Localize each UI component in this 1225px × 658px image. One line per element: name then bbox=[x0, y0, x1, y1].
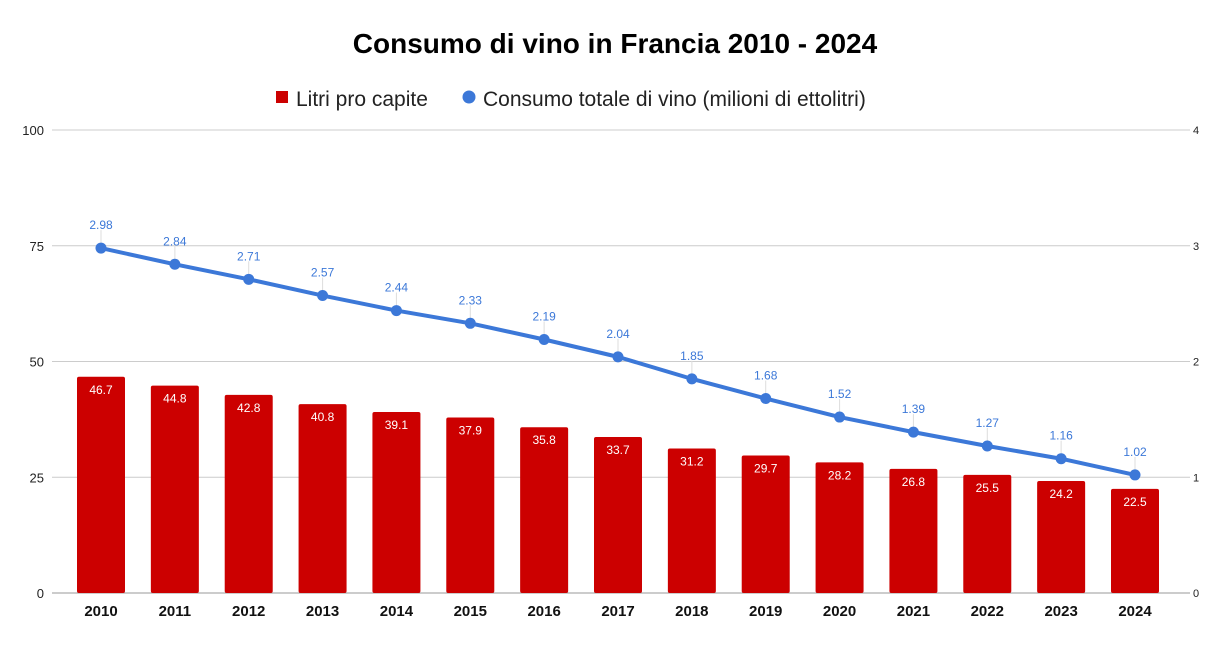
bar-data-label: 31.2 bbox=[680, 455, 704, 469]
bar bbox=[150, 385, 199, 593]
line-point bbox=[612, 351, 624, 363]
line-point bbox=[464, 317, 476, 329]
x-axis-tick-label: 2021 bbox=[897, 603, 930, 620]
right-axis-tick-label: 3 bbox=[1193, 241, 1199, 253]
line-point bbox=[317, 290, 329, 302]
point-data-label: 2.44 bbox=[385, 281, 409, 295]
point-data-label: 2.71 bbox=[237, 249, 261, 263]
line-point bbox=[95, 242, 107, 254]
bar-data-label: 24.2 bbox=[1049, 487, 1073, 501]
point-data-label: 2.04 bbox=[606, 327, 630, 341]
chart-title: Consumo di vino in Francia 2010 - 2024 bbox=[353, 28, 878, 59]
bar bbox=[667, 448, 716, 593]
legend-label-bars: Litri pro capite bbox=[296, 88, 428, 111]
bar bbox=[741, 455, 790, 593]
left-axis-tick-label: 0 bbox=[37, 586, 44, 601]
x-axis-tick-label: 2011 bbox=[159, 603, 192, 620]
line-point bbox=[907, 426, 919, 438]
left-axis-tick-label: 25 bbox=[30, 470, 44, 485]
bar bbox=[1111, 488, 1159, 593]
bar-data-label: 29.7 bbox=[754, 461, 778, 475]
right-axis-tick-label: 1 bbox=[1193, 472, 1199, 484]
point-data-label: 2.84 bbox=[163, 234, 187, 248]
bar bbox=[963, 474, 1012, 593]
bar bbox=[298, 404, 347, 593]
x-axis-tick-label: 2017 bbox=[601, 603, 634, 620]
bar-data-label: 35.8 bbox=[532, 433, 556, 447]
point-data-label: 2.98 bbox=[89, 218, 113, 232]
x-axis-tick-label: 2013 bbox=[306, 603, 339, 620]
x-axis-tick-label: 2018 bbox=[675, 603, 708, 620]
line-point bbox=[686, 373, 698, 385]
point-data-label: 2.19 bbox=[532, 310, 556, 324]
bar-data-label: 39.1 bbox=[385, 418, 409, 432]
right-axis-tick-label: 0 bbox=[1193, 588, 1199, 600]
point-data-label: 1.39 bbox=[902, 402, 926, 416]
legend-label-line: Consumo totale di vino (milioni di ettol… bbox=[483, 88, 866, 111]
x-axis-tick-label: 2010 bbox=[84, 603, 117, 620]
bar-data-label: 28.2 bbox=[828, 468, 852, 482]
bar-data-label: 42.8 bbox=[237, 401, 261, 415]
bar bbox=[372, 411, 421, 593]
point-data-label: 1.27 bbox=[976, 416, 1000, 430]
left-axis-tick-label: 50 bbox=[30, 355, 44, 370]
line-point bbox=[760, 393, 772, 405]
bar bbox=[594, 436, 642, 593]
bar bbox=[224, 394, 273, 593]
legend: Litri pro capite Consumo totale di vino … bbox=[276, 88, 866, 111]
x-axis-tick-label: 2024 bbox=[1118, 603, 1152, 620]
bar-data-label: 25.5 bbox=[976, 481, 1000, 495]
left-axis-tick-label: 100 bbox=[22, 123, 44, 138]
x-axis-tick-label: 2016 bbox=[527, 603, 560, 620]
bar bbox=[1037, 480, 1086, 593]
point-data-label: 1.85 bbox=[680, 349, 704, 363]
line-point bbox=[834, 411, 846, 423]
bar bbox=[446, 417, 495, 593]
point-data-label: 2.33 bbox=[459, 293, 483, 307]
line-point bbox=[1129, 469, 1141, 481]
point-data-label: 1.68 bbox=[754, 369, 778, 383]
line-point bbox=[1055, 453, 1067, 465]
bar-data-label: 37.9 bbox=[459, 424, 483, 438]
x-axis-tick-label: 2014 bbox=[380, 603, 414, 620]
x-axis-tick-label: 2023 bbox=[1044, 603, 1077, 620]
point-data-label: 2.57 bbox=[311, 266, 335, 280]
bar bbox=[520, 427, 569, 593]
x-axis-tick-label: 2015 bbox=[454, 603, 487, 620]
bar-data-label: 46.7 bbox=[89, 383, 113, 397]
line-point bbox=[981, 440, 993, 452]
bar-data-label: 22.5 bbox=[1123, 495, 1147, 509]
point-data-label: 1.16 bbox=[1049, 429, 1073, 443]
bar bbox=[77, 376, 125, 593]
line-point bbox=[169, 258, 181, 270]
x-axis-tick-label: 2012 bbox=[232, 603, 265, 620]
legend-swatch-bars bbox=[276, 91, 288, 103]
line-point bbox=[390, 305, 402, 317]
bar-data-label: 44.8 bbox=[163, 392, 187, 406]
x-axis-tick-label: 2022 bbox=[971, 603, 1004, 620]
point-data-label: 1.02 bbox=[1123, 445, 1147, 459]
bar-data-label: 40.8 bbox=[311, 410, 335, 424]
bar-data-label: 33.7 bbox=[606, 443, 630, 457]
legend-swatch-line bbox=[462, 90, 476, 104]
right-axis-tick-label: 2 bbox=[1193, 357, 1199, 369]
left-axis-tick-label: 75 bbox=[30, 239, 44, 254]
line-point bbox=[538, 334, 550, 346]
line-point bbox=[243, 273, 255, 285]
x-axis-tick-label: 2019 bbox=[749, 603, 782, 620]
right-axis-tick-label: 4 bbox=[1193, 125, 1199, 137]
point-data-label: 1.52 bbox=[828, 387, 852, 401]
bar bbox=[815, 462, 864, 593]
bar bbox=[889, 468, 938, 593]
bar-data-label: 26.8 bbox=[902, 475, 926, 489]
x-axis-tick-label: 2020 bbox=[823, 603, 856, 620]
